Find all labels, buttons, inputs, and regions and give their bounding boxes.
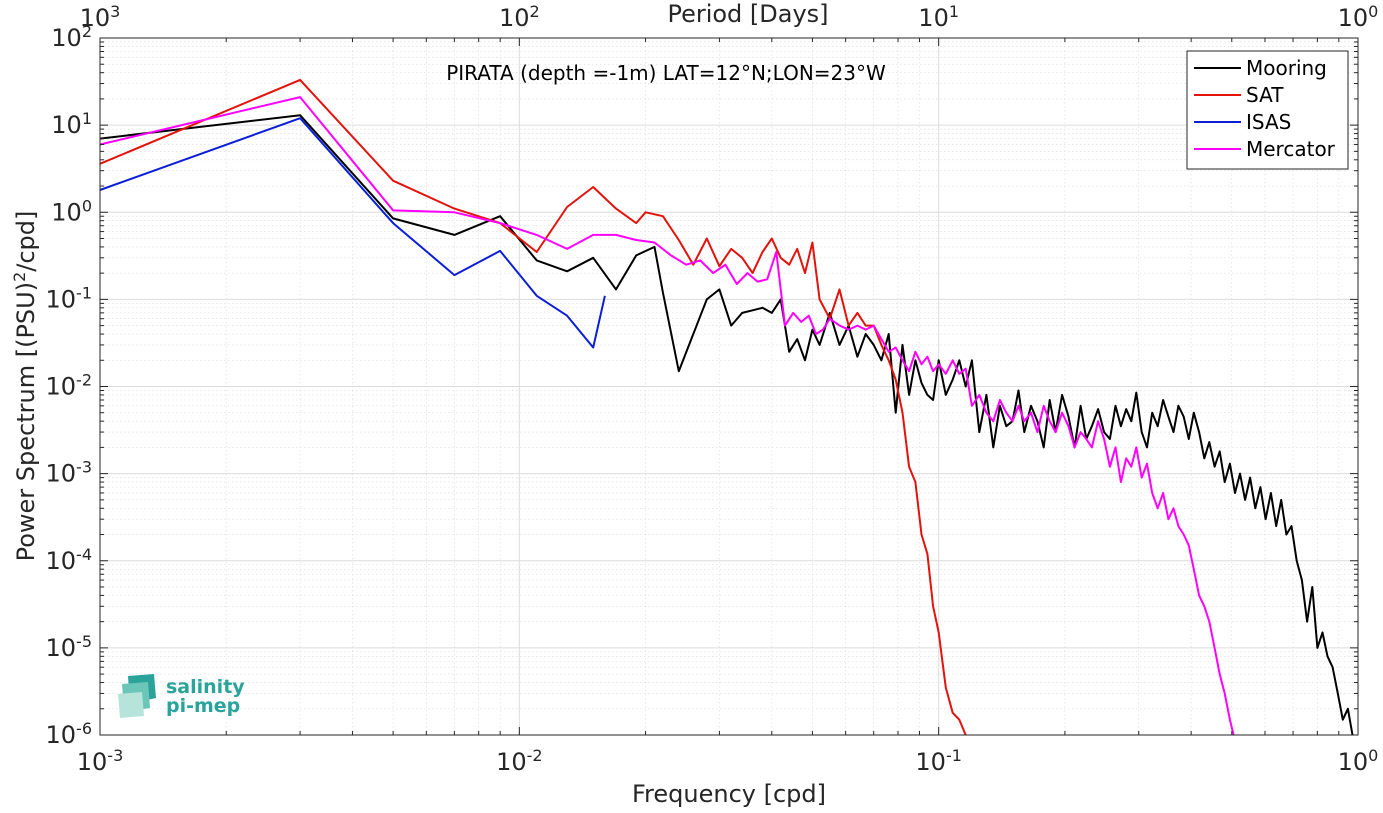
x-axis-title: Frequency [cpd] xyxy=(632,780,826,808)
y-tick-label: 10-1 xyxy=(46,283,93,314)
series-line-mooring xyxy=(99,114,1354,736)
y-tick-label: 10-5 xyxy=(46,631,93,662)
x-tick-label: 10-1 xyxy=(915,746,962,777)
salinity-pi-mep-logo: salinity pi-mep xyxy=(118,674,245,718)
series-line-sat xyxy=(99,78,967,736)
y-tick-label: 10-2 xyxy=(46,370,93,401)
top-axis-title: Period [Days] xyxy=(667,0,828,28)
x-tick-label: 100 xyxy=(1338,746,1379,777)
legend-label-isas: ISAS xyxy=(1246,110,1291,134)
series-line-isas xyxy=(99,117,606,349)
legend-label-mooring: Mooring xyxy=(1246,56,1327,80)
logo-text-salinity: salinity xyxy=(166,676,245,698)
y-tick-label: 10-4 xyxy=(46,544,93,575)
x-tick-label: 10-2 xyxy=(496,746,543,777)
y-tick-label: 10-6 xyxy=(46,719,93,750)
series-line-mercator xyxy=(99,96,1235,736)
top-tick-label: 100 xyxy=(1338,2,1379,33)
y-tick-label: 10-3 xyxy=(46,457,93,488)
series-layer xyxy=(99,78,1354,736)
logo-text-pi-mep: pi-mep xyxy=(166,695,240,717)
top-tick-label: 101 xyxy=(918,2,959,33)
y-axis-title: Power Spectrum [(PSU)2/cpd] xyxy=(10,211,41,562)
x-tick-label: 10-3 xyxy=(77,746,124,777)
y-tick-label: 102 xyxy=(51,22,92,53)
logo-wave-front xyxy=(118,692,144,718)
legend-entries: Mooring SAT ISAS Mercator xyxy=(1194,56,1336,161)
y-tick-label: 100 xyxy=(51,196,92,227)
top-tick-label: 103 xyxy=(80,2,121,33)
y-tick-label: 101 xyxy=(51,109,92,140)
legend-label-mercator: Mercator xyxy=(1246,137,1336,161)
chart-title: PIRATA (depth =-1m) LAT=12°N;LON=23°W xyxy=(446,61,886,85)
legend: Mooring SAT ISAS Mercator xyxy=(1186,50,1349,170)
legend-label-sat: SAT xyxy=(1246,83,1284,107)
top-tick-label: 102 xyxy=(499,2,540,33)
